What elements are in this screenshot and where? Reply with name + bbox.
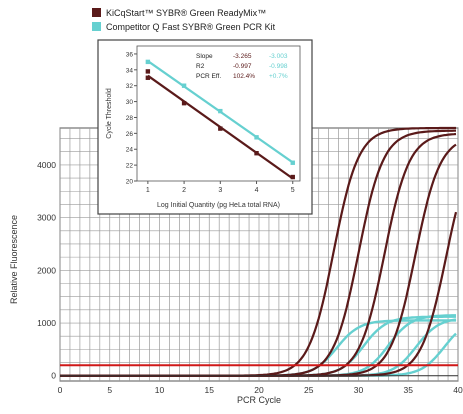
inset-x-tick-label: 4: [255, 187, 259, 194]
legend-label: Competitor Q Fast SYBR® Green PCR Kit: [106, 22, 276, 32]
x-tick-label: 25: [304, 385, 314, 395]
y-tick-label: 2000: [37, 265, 56, 275]
x-tick-label: 20: [254, 385, 264, 395]
inset-y-tick-label: 30: [126, 99, 134, 106]
inset-y-tick-label: 34: [126, 67, 134, 74]
inset-x-tick-label: 2: [182, 187, 186, 194]
inset-panel: [97, 39, 313, 215]
competitor-point: [218, 108, 223, 114]
legend-label: KiCqStart™ SYBR® Green ReadyMix™: [106, 8, 266, 18]
x-tick-label: 35: [404, 385, 414, 395]
readymix-point: [290, 174, 295, 180]
inset-y-axis-title: Cycle Threshold: [106, 88, 113, 139]
x-axis-title: PCR Cycle: [237, 395, 281, 405]
stats-readymix-value: -0.997: [233, 63, 252, 70]
inset-y-tick-label: 36: [126, 51, 134, 58]
stats-label: Slope: [196, 53, 213, 60]
inset-y-tick-label: 20: [126, 179, 134, 186]
y-tick-label: 1000: [37, 318, 56, 328]
competitor-point: [290, 160, 295, 165]
stats-competitor-value: -0.998: [269, 63, 288, 70]
stats-label: PCR Eff.: [196, 73, 221, 80]
stats-readymix-value: 102.4%: [233, 73, 255, 80]
y-tick-label: 4000: [37, 160, 56, 170]
stats-competitor-value: -3.003: [269, 53, 288, 60]
inset-y-tick-label: 24: [126, 147, 134, 154]
inset-y-tick-label: 22: [126, 163, 134, 170]
y-axis-title: Relative Fluorescence: [9, 215, 19, 304]
readymix-point: [145, 69, 151, 74]
readymix-point: [145, 75, 151, 80]
inset-x-tick-label: 5: [291, 187, 295, 194]
x-tick-label: 0: [58, 385, 63, 395]
readymix-point: [254, 151, 259, 156]
x-tick-label: 10: [155, 385, 165, 395]
x-tick-label: 40: [453, 385, 463, 395]
x-tick-label: 5: [107, 385, 112, 395]
inset-plot-area: [136, 45, 301, 182]
inset-x-axis-title: Log Initial Quantity (pg HeLa total RNA): [157, 202, 280, 209]
x-tick-label: 15: [205, 385, 215, 395]
legend-swatch: [92, 8, 101, 17]
readymix-point: [181, 100, 187, 106]
inset-x-tick-label: 1: [146, 187, 150, 194]
inset-x-tick-label: 3: [218, 187, 222, 194]
inset-y-tick-label: 28: [126, 115, 134, 122]
readymix-point: [218, 126, 223, 131]
y-tick-label: 3000: [37, 213, 56, 223]
competitor-point: [145, 59, 151, 65]
competitor-point: [254, 135, 259, 140]
stats-label: R2: [196, 63, 205, 70]
stats-competitor-value: +0.7%: [269, 73, 288, 80]
inset-y-tick-label: 26: [126, 131, 134, 138]
stats-readymix-value: -3.265: [233, 53, 252, 60]
x-tick-label: 30: [354, 385, 364, 395]
legend-swatch: [92, 22, 101, 31]
competitor-point: [181, 83, 187, 88]
inset-y-tick-label: 32: [126, 83, 134, 90]
y-tick-label: 0: [51, 371, 56, 381]
